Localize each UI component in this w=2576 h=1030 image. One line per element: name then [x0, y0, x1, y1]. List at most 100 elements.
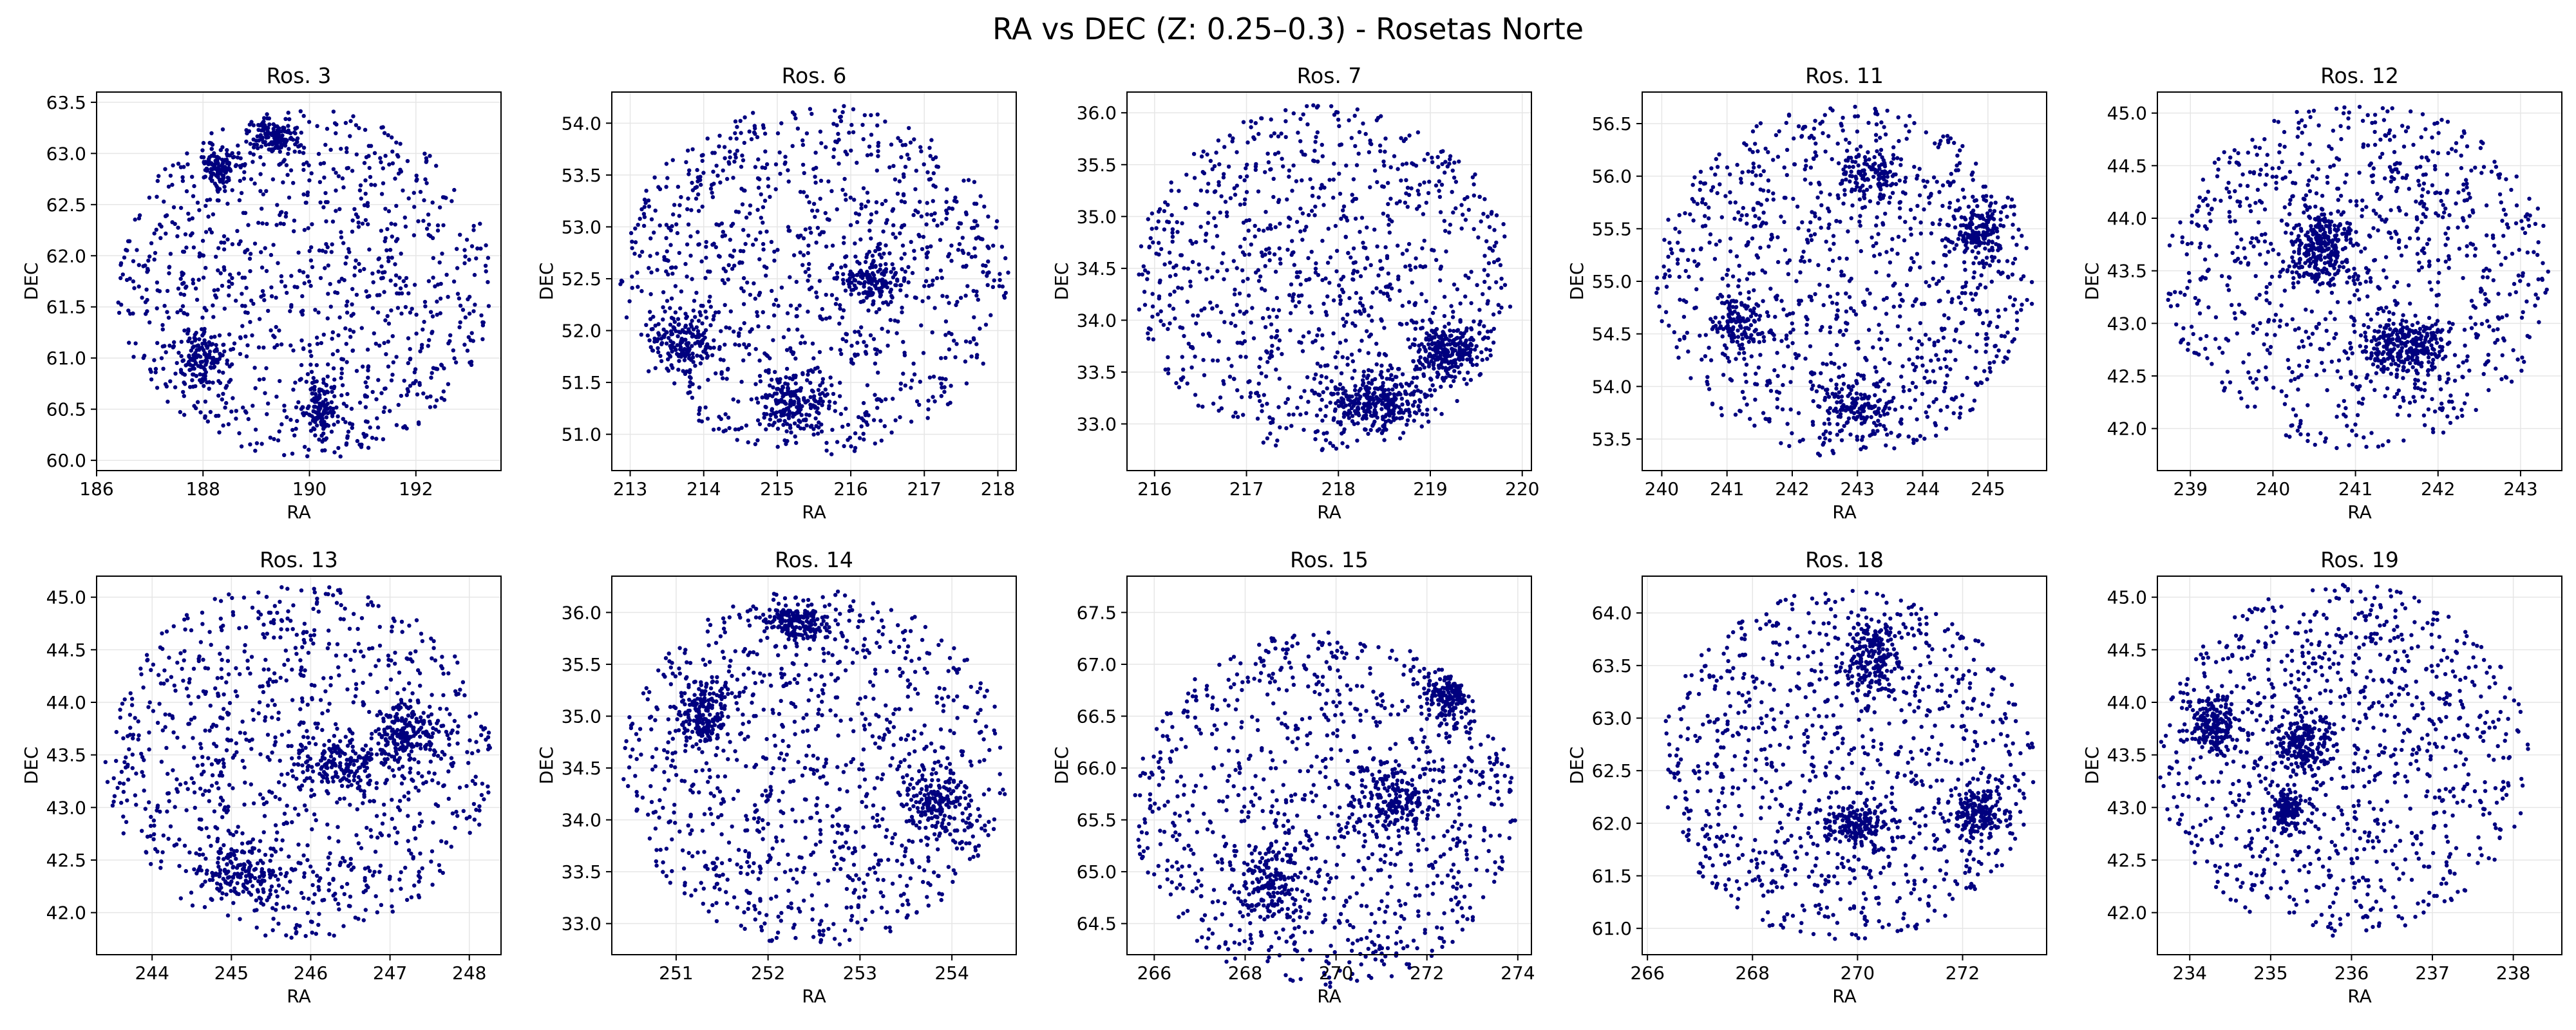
data-point	[1909, 336, 1913, 341]
data-point	[1334, 269, 1339, 274]
data-point	[1446, 361, 1451, 366]
data-point	[398, 142, 402, 146]
data-point	[1256, 189, 1261, 194]
data-point	[1171, 306, 1176, 311]
data-point	[753, 237, 758, 242]
data-point	[312, 380, 317, 384]
data-point	[954, 200, 959, 204]
data-point	[192, 366, 196, 371]
data-point	[842, 235, 846, 240]
data-point	[1469, 270, 1473, 274]
data-point	[713, 310, 718, 315]
data-point	[308, 258, 314, 263]
data-point	[956, 247, 961, 252]
data-point	[815, 209, 820, 213]
data-point	[659, 341, 665, 345]
data-point	[1412, 303, 1417, 307]
data-point	[1271, 194, 1276, 200]
data-point	[249, 177, 254, 182]
data-point	[1316, 392, 1321, 397]
data-point	[889, 294, 894, 298]
data-point	[772, 420, 777, 425]
data-point	[1449, 304, 1454, 308]
data-point	[1723, 194, 1728, 198]
data-point	[1353, 323, 1358, 328]
data-point	[365, 201, 370, 205]
data-point	[1911, 303, 1915, 308]
x-tick-label: 216	[1137, 478, 1171, 500]
data-point	[794, 314, 799, 319]
x-tick-label: 218	[1321, 478, 1356, 500]
data-point	[696, 192, 701, 197]
data-point	[1320, 333, 1325, 338]
data-point	[1219, 406, 1224, 411]
data-point	[273, 141, 278, 146]
data-point	[1443, 324, 1447, 329]
data-point	[817, 399, 822, 404]
data-point	[858, 299, 863, 304]
data-point	[855, 272, 860, 277]
data-point	[764, 162, 770, 167]
data-point	[251, 145, 256, 150]
data-point	[652, 175, 657, 180]
data-point	[704, 245, 708, 249]
data-point	[1459, 226, 1464, 231]
data-point	[1406, 192, 1412, 197]
data-point	[910, 270, 915, 276]
data-point	[797, 418, 801, 423]
data-point	[888, 281, 893, 285]
data-point	[486, 280, 490, 285]
data-point	[356, 220, 361, 225]
data-point	[326, 263, 330, 268]
data-point	[382, 131, 387, 135]
data-point	[797, 303, 802, 308]
data-point	[1399, 178, 1403, 183]
data-point	[772, 249, 777, 254]
data-point	[280, 133, 285, 138]
data-point	[801, 253, 806, 258]
data-point	[260, 265, 265, 270]
data-point	[247, 256, 252, 261]
data-point	[286, 124, 290, 128]
data-point	[1364, 388, 1369, 393]
data-point	[302, 228, 307, 232]
data-point	[734, 136, 739, 141]
data-point	[1185, 381, 1189, 386]
data-point	[902, 174, 906, 179]
data-point	[753, 296, 757, 301]
data-point	[1474, 344, 1479, 348]
data-point	[1294, 220, 1300, 224]
data-point	[387, 162, 392, 167]
data-point	[965, 284, 970, 288]
data-point	[1338, 298, 1343, 303]
data-point	[1357, 130, 1362, 135]
data-point	[1874, 223, 1879, 228]
data-point	[1985, 211, 1990, 216]
data-point	[938, 376, 942, 380]
data-point	[1344, 215, 1349, 220]
data-point	[1943, 244, 1948, 249]
data-point	[1260, 316, 1265, 321]
data-point	[880, 201, 885, 207]
data-point	[312, 396, 316, 401]
data-point	[1356, 412, 1361, 417]
data-point	[471, 223, 476, 229]
data-point	[642, 215, 647, 220]
data-point	[350, 426, 354, 430]
data-point	[830, 427, 835, 432]
data-point	[848, 269, 853, 274]
data-point	[458, 232, 462, 237]
data-point	[784, 366, 790, 371]
data-point	[906, 265, 911, 269]
data-point	[1307, 212, 1311, 218]
data-point	[1481, 292, 1485, 297]
data-point	[389, 378, 394, 383]
data-point	[639, 207, 644, 212]
data-point	[668, 339, 673, 344]
data-point	[1370, 401, 1376, 406]
data-point	[279, 210, 284, 214]
data-point	[1328, 255, 1333, 259]
data-point	[266, 308, 270, 314]
data-point	[1835, 193, 1840, 198]
data-point	[945, 294, 949, 299]
